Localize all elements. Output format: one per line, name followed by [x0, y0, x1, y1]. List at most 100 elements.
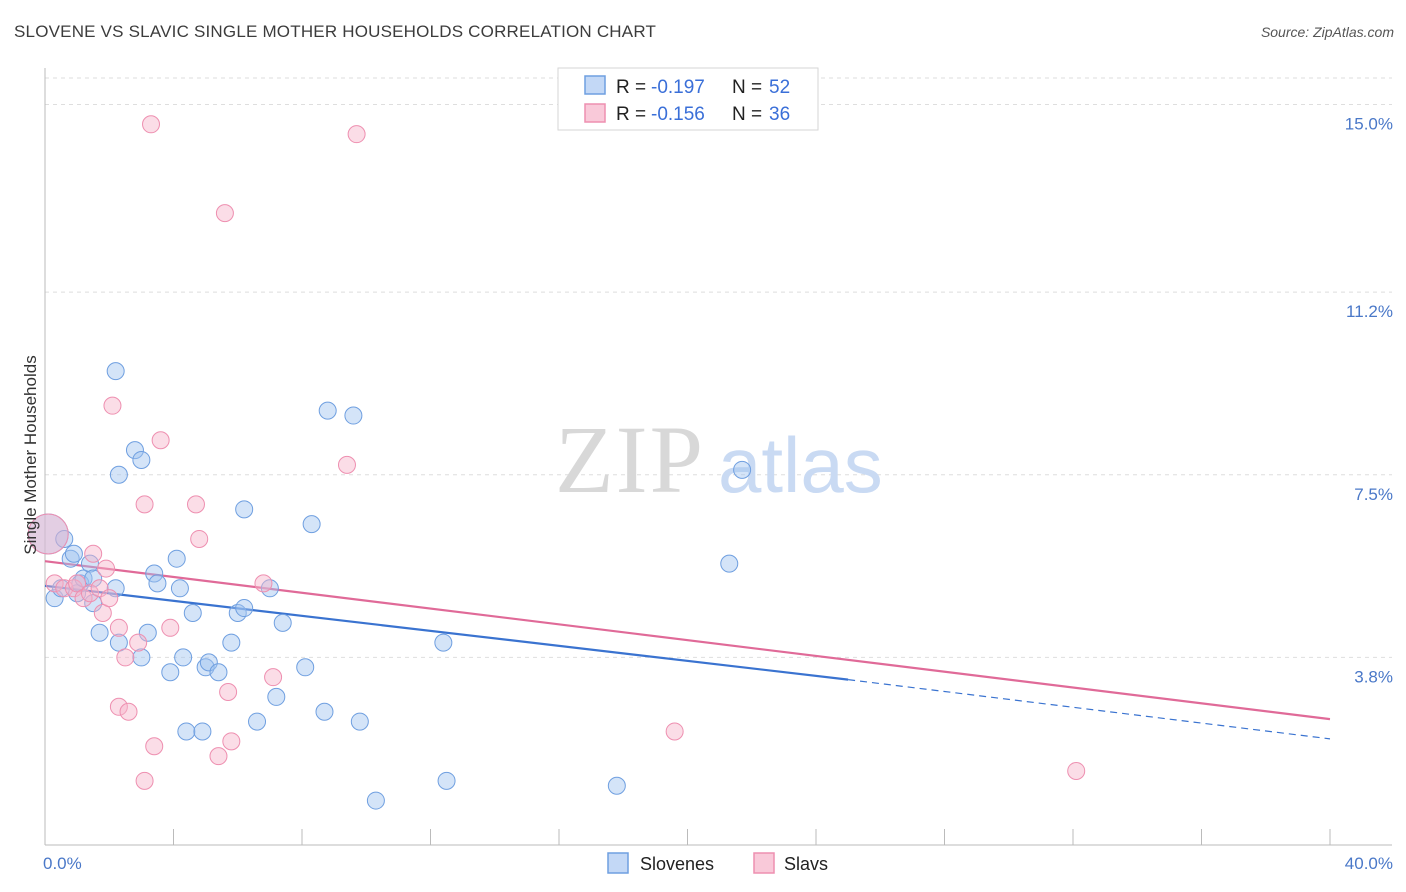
slavs-point [103, 396, 122, 415]
slovenes-point [344, 406, 363, 425]
slovenes-trend-line [44, 584, 849, 681]
slavs-point [665, 722, 684, 741]
x-tick-label-min: 0.0% [43, 854, 82, 873]
chart-title: SLOVENE VS SLAVIC SINGLE MOTHER HOUSEHOL… [14, 22, 657, 41]
legend-n-value-1: 52 [769, 77, 790, 98]
slovenes-point [437, 771, 456, 790]
slovenes-point [84, 594, 103, 613]
slovenes-point [64, 544, 83, 563]
legend-n-label-2: N = [732, 104, 762, 125]
slovenes-point [90, 623, 109, 642]
slavs-point [129, 633, 148, 652]
slovenes-point [84, 569, 103, 588]
y-tick-label: 15.0% [1345, 115, 1393, 134]
legend-swatch-slavs [584, 103, 606, 123]
slavs-point [45, 574, 64, 593]
gridlines [45, 77, 1392, 658]
slavs-point [151, 431, 170, 450]
bottom-legend-swatch-slavs [753, 852, 775, 874]
slovenes-point [235, 500, 254, 519]
slovenes-point [199, 653, 218, 672]
slavs-point [64, 579, 83, 598]
slovenes-point [170, 579, 189, 598]
data-points [27, 115, 1086, 810]
slavs-point [135, 771, 154, 790]
slavs-point [254, 574, 273, 593]
slavs-point [84, 544, 103, 563]
slavs-point [100, 589, 119, 608]
slovenes-point [109, 633, 128, 652]
bottom-legend: Slovenes Slavs [607, 852, 828, 874]
slovenes-point [267, 687, 286, 706]
slovenes-point [315, 702, 334, 721]
slovenes-point [248, 712, 267, 731]
slavs-point [116, 648, 135, 667]
watermark-zip: ZIP [555, 406, 705, 513]
slovenes-point [45, 589, 64, 608]
slovenes-point [222, 633, 241, 652]
slavs-trend-line [44, 560, 1331, 721]
slavs-point [190, 529, 209, 548]
slavs-point [219, 682, 238, 701]
y-tick-label: 3.8% [1354, 667, 1393, 686]
slavs-point [264, 668, 283, 687]
slovenes-point [132, 648, 151, 667]
x-tick-labels: 0.0% 40.0% [43, 854, 1393, 873]
slavs-point [119, 702, 138, 721]
slavs-point [347, 125, 366, 144]
slavs-point [215, 204, 234, 223]
slavs-point [142, 115, 161, 134]
slavs-point [27, 513, 69, 555]
slovenes-point [302, 515, 321, 534]
slavs-point [97, 559, 116, 578]
slovenes-point [183, 603, 202, 622]
slovenes-point [720, 554, 739, 573]
slovenes-point [167, 549, 186, 568]
slovenes-point [80, 554, 99, 573]
watermark-atlas: atlas [718, 421, 883, 509]
slovenes-point [145, 564, 164, 583]
legend-n-value-2: 36 [769, 104, 790, 125]
slovenes-point [148, 574, 167, 593]
slovenes-point [366, 791, 385, 810]
y-tick-label: 11.2% [1346, 302, 1393, 321]
legend-r-label-1: R = [616, 77, 646, 98]
legend: R = -0.197 N = 52 R = -0.156 N = 36 [557, 67, 819, 131]
slovenes-point [209, 663, 228, 682]
slovenes-point [125, 441, 144, 460]
trend-lines [44, 560, 1331, 740]
slovenes-point [177, 722, 196, 741]
bottom-legend-swatch-slovenes [607, 852, 629, 874]
slavs-point [109, 618, 128, 637]
slovenes-point [106, 362, 125, 381]
slavs-point [68, 574, 87, 593]
slovenes-point [273, 613, 292, 632]
legend-r-value-2: -0.156 [651, 104, 705, 125]
bottom-legend-slavs: Slavs [784, 854, 828, 874]
y-tick-label: 7.5% [1354, 485, 1393, 504]
slavs-point [1067, 761, 1086, 780]
source-label: Source: ZipAtlas.com [1260, 24, 1394, 40]
slovenes-point [61, 549, 80, 568]
y-axis-label: Single Mother Households [21, 355, 40, 554]
legend-r-value-1: -0.197 [651, 77, 705, 98]
slavs-point [80, 584, 99, 603]
slavs-point [161, 618, 180, 637]
slavs-point [90, 579, 109, 598]
slovenes-point [161, 663, 180, 682]
slavs-point [337, 455, 356, 474]
slavs-point [186, 495, 205, 514]
slovenes-point [296, 658, 315, 677]
axes [44, 68, 1392, 846]
slovenes-point [733, 460, 752, 479]
slovenes-point [132, 450, 151, 469]
slavs-point [145, 737, 164, 756]
slovenes-point [106, 579, 125, 598]
slavs-point [135, 495, 154, 514]
slavs-point [209, 747, 228, 766]
slavs-point [222, 732, 241, 751]
slovenes-point [174, 648, 193, 667]
x-tick-label-max: 40.0% [1345, 854, 1393, 873]
slovenes-point [318, 401, 337, 420]
